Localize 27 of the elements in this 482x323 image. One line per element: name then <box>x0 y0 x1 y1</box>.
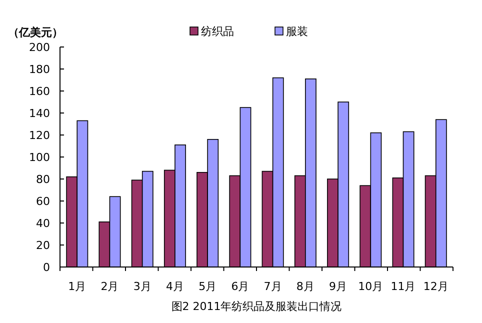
x-tick-label: 4月 <box>166 280 184 293</box>
y-tick-label: 100 <box>29 150 50 164</box>
y-axis-title: （亿美元） <box>8 26 63 39</box>
x-tick-label: 8月 <box>296 280 314 293</box>
x-tick-label: 2月 <box>100 280 119 293</box>
x-tick-label: 12月 <box>423 280 448 293</box>
y-tick-label: 20 <box>36 238 50 252</box>
x-tick-label: 1月 <box>68 280 86 293</box>
y-tick-label: 80 <box>36 172 50 186</box>
x-tick-label: 9月 <box>329 280 348 293</box>
y-tick-label: 0 <box>43 260 50 274</box>
y-tick-label: 140 <box>29 106 50 120</box>
x-tick-label: 11月 <box>390 280 416 293</box>
x-tick-label: 7月 <box>264 280 282 293</box>
y-tick-label: 120 <box>29 128 50 142</box>
y-tick-label: 200 <box>29 40 50 54</box>
x-tick-label: 5月 <box>198 280 217 293</box>
caption: 图2 2011年纺织品及服装出口情况 <box>171 300 342 313</box>
y-tick-label: 160 <box>29 84 50 98</box>
legend-label: 服装 <box>286 25 308 38</box>
legend-label: 纺织品 <box>201 25 234 38</box>
y-tick-label: 40 <box>36 216 50 230</box>
x-tick-label: 10月 <box>358 280 384 293</box>
y-tick-label: 180 <box>29 62 50 76</box>
x-tick-label: 3月 <box>133 280 152 293</box>
x-tick-label: 6月 <box>231 280 250 293</box>
y-tick-label: 60 <box>36 194 50 208</box>
